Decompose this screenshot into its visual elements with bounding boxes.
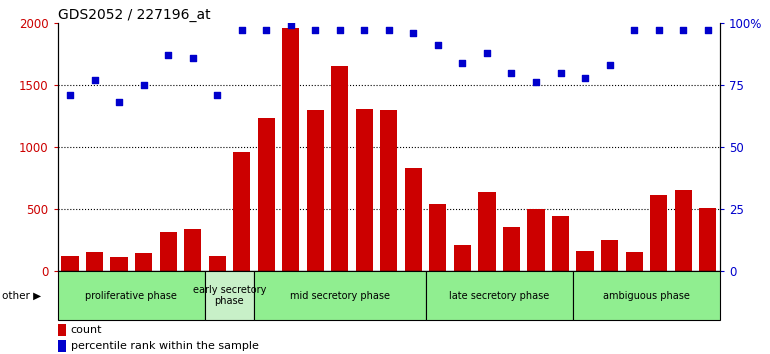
Bar [426,271,573,320]
Bar [258,118,275,271]
Point [64,92,76,98]
Bar [209,256,226,271]
Bar [503,227,520,271]
Point [677,28,689,33]
Text: count: count [71,325,102,336]
Point [236,28,248,33]
Bar [58,271,205,320]
Text: GSM109834: GSM109834 [434,271,443,319]
Text: GSM109836: GSM109836 [483,271,491,319]
Point [186,55,199,61]
Point [579,75,591,80]
Point [383,28,395,33]
Bar [577,251,594,271]
Bar [110,257,128,271]
Text: GSM109818: GSM109818 [581,271,590,319]
Bar [159,232,176,271]
Bar [527,209,544,271]
Text: GSM109827: GSM109827 [311,271,320,319]
Point [480,50,493,56]
Text: early secretory
phase: early secretory phase [192,285,266,307]
Text: GSM109838: GSM109838 [531,271,541,319]
Point [505,70,517,75]
Point [628,28,641,33]
Bar [601,240,618,271]
Point [701,28,714,33]
Text: mid secretory phase: mid secretory phase [290,291,390,301]
Bar [254,271,426,320]
Text: proliferative phase: proliferative phase [85,291,177,301]
Text: GSM109840: GSM109840 [703,271,712,319]
Text: GSM109832: GSM109832 [654,271,663,319]
Bar [552,216,569,271]
Text: GSM109820: GSM109820 [163,271,172,319]
Point [652,28,665,33]
Point [407,30,420,36]
Point [554,70,567,75]
Text: GSM109835: GSM109835 [458,271,467,319]
Text: GSM109823: GSM109823 [630,271,638,319]
Bar [405,168,422,271]
Point [89,77,101,83]
Point [285,23,297,28]
Point [604,62,616,68]
Bar [282,28,300,271]
Bar [58,340,66,353]
Point [211,92,223,98]
Text: GSM109829: GSM109829 [360,271,369,319]
Bar [205,271,254,320]
Point [333,28,346,33]
Bar [650,195,668,271]
Bar [454,245,471,271]
Text: GSM109826: GSM109826 [286,271,295,319]
Point [113,99,126,105]
Point [162,52,174,58]
Text: GSM109816: GSM109816 [115,271,123,319]
Text: percentile rank within the sample: percentile rank within the sample [71,341,259,352]
Text: GDS2052 / 227196_at: GDS2052 / 227196_at [58,8,210,22]
Bar [331,67,348,271]
Bar [699,207,716,271]
Text: GSM109831: GSM109831 [409,271,418,319]
Bar [380,110,397,271]
Text: GSM109814: GSM109814 [65,271,75,319]
Bar [58,324,66,336]
Bar [233,152,250,271]
Bar [430,204,447,271]
Text: GSM109828: GSM109828 [335,271,344,319]
Text: ambiguous phase: ambiguous phase [603,291,690,301]
Bar [306,110,324,271]
Bar [184,229,201,271]
Bar [625,252,643,271]
Bar [675,190,691,271]
Point [530,80,542,85]
Text: GSM109815: GSM109815 [90,271,99,319]
Point [260,28,273,33]
Point [137,82,149,88]
Text: GSM109822: GSM109822 [213,271,222,319]
Text: GSM109817: GSM109817 [139,271,148,319]
Text: GSM109837: GSM109837 [507,271,516,319]
Bar [573,271,720,320]
Text: GSM109825: GSM109825 [262,271,271,319]
Text: GSM109821: GSM109821 [188,271,197,319]
Text: late secretory phase: late secretory phase [449,291,549,301]
Bar [62,256,79,271]
Text: GSM109819: GSM109819 [605,271,614,319]
Bar [86,252,103,271]
Text: GSM109839: GSM109839 [556,271,565,319]
Bar [356,108,373,271]
Text: GSM109830: GSM109830 [384,271,393,319]
Point [457,60,469,65]
Point [432,42,444,48]
Bar [478,192,496,271]
Text: other ▶: other ▶ [2,291,41,301]
Point [358,28,370,33]
Text: GSM109833: GSM109833 [678,271,688,319]
Text: GSM109824: GSM109824 [237,271,246,319]
Bar [135,253,152,271]
Point [309,28,321,33]
